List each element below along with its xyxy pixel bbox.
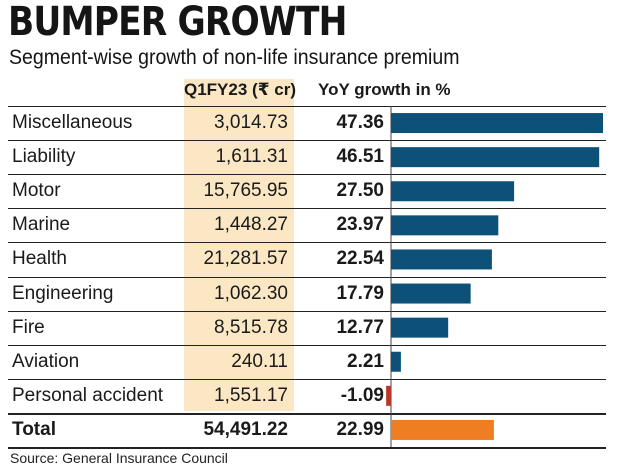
segment-label: Total: [12, 418, 56, 440]
segment-label: Marine: [12, 214, 71, 236]
yoy-value: 22.99: [336, 418, 384, 440]
value-column-background: [184, 101, 294, 411]
segment-label: Health: [12, 248, 67, 270]
row-divider: [8, 242, 606, 244]
column-header-yoy: YoY growth in %: [318, 80, 451, 99]
chart-title: BUMPER GROWTH: [8, 0, 347, 45]
premium-value: 1,551.17: [214, 384, 288, 406]
segment-label: Motor: [12, 180, 61, 202]
bar-miscellaneous: [391, 113, 603, 134]
yoy-value: 17.79: [336, 282, 384, 304]
bar-total: [391, 419, 494, 440]
source-note: Source: General Insurance Council: [10, 450, 228, 466]
yoy-value: 27.50: [336, 180, 384, 202]
row-divider: [8, 276, 606, 278]
yoy-value: 2.21: [347, 350, 384, 372]
yoy-value: 22.54: [336, 248, 384, 270]
row-divider: [8, 174, 606, 176]
bar-health: [391, 249, 492, 270]
segment-label: Aviation: [12, 350, 80, 372]
yoy-value: -1.09: [340, 384, 384, 406]
bar-aviation: [391, 351, 401, 372]
row-divider: [8, 140, 606, 142]
bar-personal-accident: [386, 385, 391, 406]
premium-value: 54,491.22: [203, 418, 288, 440]
bar-motor: [391, 181, 515, 202]
column-header-value: Q1FY23 (₹ cr): [184, 79, 296, 101]
segment-label: Miscellaneous: [12, 112, 133, 133]
premium-value: 3,014.73: [214, 112, 288, 133]
row-divider: [8, 412, 606, 415]
row-divider: [8, 447, 606, 449]
premium-value: 21,281.57: [203, 248, 288, 270]
row-divider: [8, 344, 606, 346]
bar-engineering: [391, 283, 471, 304]
yoy-value: 46.51: [336, 146, 384, 168]
segment-label: Liability: [12, 146, 76, 168]
row-divider: [8, 208, 606, 210]
yoy-value: 23.97: [336, 214, 384, 236]
premium-value: 1,611.31: [215, 146, 288, 168]
chart-subtitle: Segment-wise growth of non-life insuranc…: [9, 46, 460, 69]
segment-label: Personal accident: [12, 384, 164, 406]
row-divider: [8, 106, 606, 107]
row-divider: [8, 310, 606, 312]
row-divider: [8, 378, 606, 380]
bar-fire: [391, 317, 449, 338]
premium-value: 240.11: [231, 350, 288, 372]
premium-value: 8,515.78: [214, 316, 288, 338]
premium-value: 15,765.95: [203, 180, 288, 202]
yoy-value: 12.77: [336, 316, 384, 338]
yoy-value: 47.36: [336, 112, 384, 133]
bar-marine: [391, 215, 499, 236]
premium-value: 1,062.30: [214, 282, 288, 304]
segment-label: Engineering: [12, 282, 114, 304]
premium-value: 1,448.27: [214, 214, 288, 236]
bar-liability: [391, 147, 600, 168]
segment-label: Fire: [12, 316, 45, 338]
